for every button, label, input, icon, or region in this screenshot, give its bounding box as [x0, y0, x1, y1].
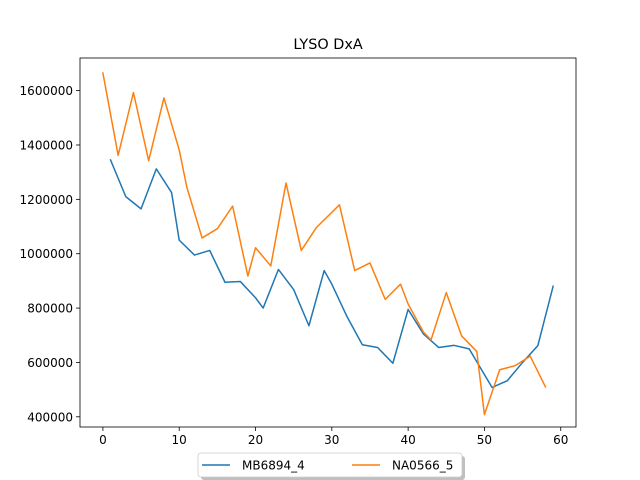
series-line-na0566-5 [102, 72, 547, 416]
y-tick-label: 400000 [27, 410, 73, 424]
x-tick-label: 30 [324, 433, 339, 447]
x-tick-label: 20 [248, 433, 263, 447]
x-tick-label: 60 [553, 433, 568, 447]
y-tick-label: 600000 [27, 356, 73, 370]
y-axis: 400000 600000 800000 1000000 1200000 1400000 1… [20, 84, 80, 424]
y-tick-label: 1200000 [20, 193, 73, 207]
x-tick-label: 0 [99, 433, 107, 447]
legend-label: NA0566_5 [392, 459, 453, 473]
x-tick-label: 50 [477, 433, 492, 447]
y-tick-label: 1600000 [20, 84, 73, 98]
series-line-mb6894-4 [109, 158, 555, 389]
axes-spines [79, 57, 577, 428]
legend: MB6894_4 NA0566_5 [197, 452, 465, 480]
series-lines [102, 72, 555, 416]
plot-area [80, 58, 576, 427]
x-tick-label: 10 [172, 433, 187, 447]
chart-title: LYSO DxA [293, 37, 363, 53]
y-tick-label: 800000 [27, 302, 73, 316]
plot-background [80, 58, 576, 427]
legend-box [197, 452, 463, 478]
x-axis: 0 10 20 30 40 50 60 [99, 427, 568, 447]
y-tick-label: 1400000 [20, 138, 73, 152]
legend-label: MB6894_4 [242, 459, 305, 473]
y-tick-label: 1000000 [20, 247, 73, 261]
axes-frame [79, 57, 577, 428]
x-tick-label: 40 [400, 433, 415, 447]
